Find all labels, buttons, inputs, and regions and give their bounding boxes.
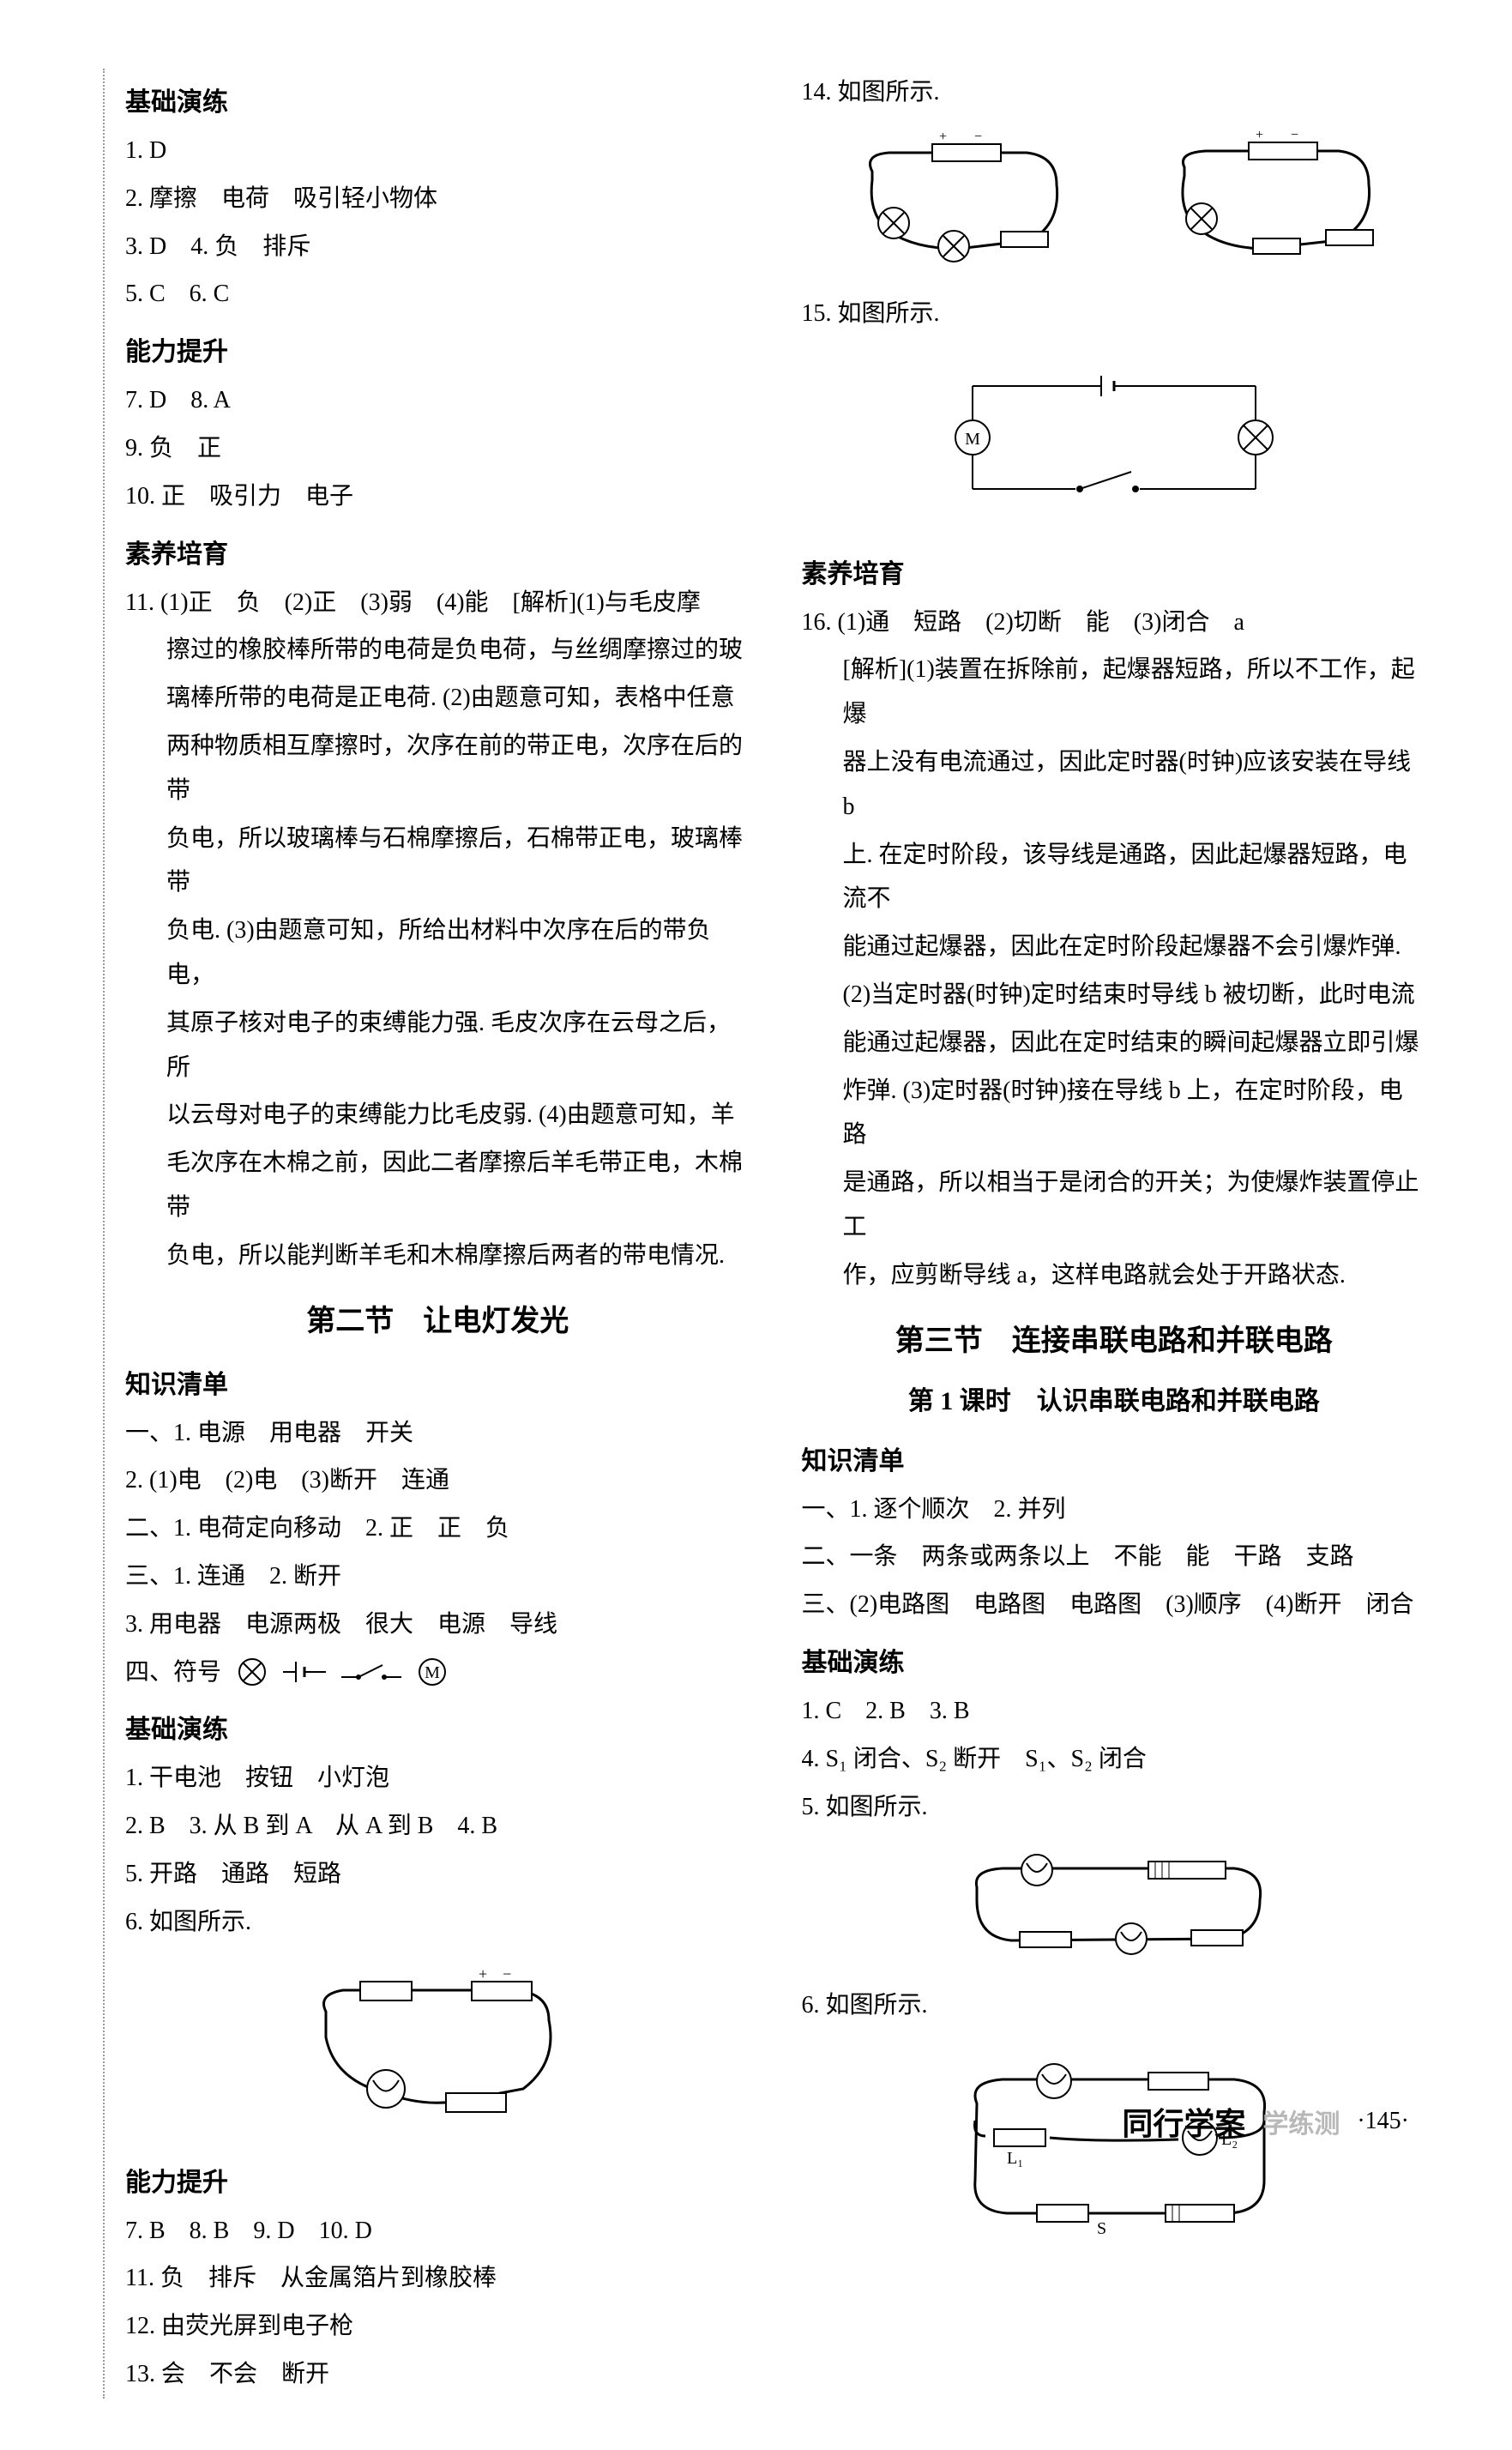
switch-symbol-icon bbox=[341, 1656, 401, 1687]
explain-line: 擦过的橡胶棒所带的电荷是负电荷，与丝绸摩擦过的玻 bbox=[125, 628, 750, 673]
answer-line: 6. 如图所示. bbox=[125, 1900, 750, 1945]
answer-line: 7. D 8. A bbox=[125, 378, 750, 423]
right-column: 14. 如图所示. + − + − bbox=[802, 69, 1427, 2399]
explain-line: 以云母对电子的束缚能力比毛皮弱. (4)由题意可知，羊 bbox=[125, 1093, 750, 1138]
explain-line: (2)当定时器(时钟)定时结束时导线 b 被切断，此时电流 bbox=[802, 973, 1427, 1017]
explain-line: 上. 在定时阶段，该导线是通路，因此起爆器短路，电流不 bbox=[802, 833, 1427, 922]
section-title: 第二节 让电灯发光 bbox=[125, 1297, 750, 1339]
section-header: 基础演练 bbox=[802, 1641, 1427, 1679]
answer-line: 3. D 4. 负 排斥 bbox=[125, 225, 750, 269]
answer-line: 1. C 2. B 3. B bbox=[802, 1689, 1427, 1734]
section-header: 基础演练 bbox=[125, 81, 750, 118]
answer-line: 16. (1)通 短路 (2)切断 能 (3)闭合 a bbox=[802, 600, 1427, 645]
explain-line: 能通过起爆器，因此在定时阶段起爆器不会引爆炸弹. bbox=[802, 925, 1427, 969]
answer-line: 1. D bbox=[125, 129, 750, 173]
footer-page-number: ·145· bbox=[1357, 2108, 1409, 2135]
answer-line: 12. 由荧光屏到电子枪 bbox=[125, 2304, 750, 2349]
answer-line: 6. 如图所示. bbox=[802, 1983, 1427, 2028]
symbol-prefix: 四、符号 bbox=[125, 1650, 221, 1695]
answer-line: 5. 如图所示. bbox=[802, 1785, 1427, 1830]
footer-brand: 同行学案 bbox=[1122, 2099, 1245, 2144]
page-footer: 同行学案 学练测 ·145· bbox=[1122, 2099, 1409, 2144]
answer-line: 4. S₁ 闭合、S₂ 断开 S₁、S₂ 闭合 bbox=[802, 1737, 1427, 1782]
svg-text:+ −: + − bbox=[939, 130, 982, 144]
explain-line: 是通路，所以相当于是闭合的开关；为使爆炸装置停止工 bbox=[802, 1161, 1427, 1250]
answer-line: 15. 如图所示. bbox=[802, 292, 1427, 336]
motor-symbol-icon: M bbox=[417, 1656, 448, 1687]
section-header: 能力提升 bbox=[125, 330, 750, 368]
circuit-schematic-icon: M bbox=[930, 352, 1298, 523]
answer-line: 11. 负 排斥 从金属箔片到橡胶棒 bbox=[125, 2256, 750, 2301]
explain-line: 其原子核对电子的束缚能力强. 毛皮次序在云母之后，所 bbox=[125, 1001, 750, 1090]
left-column: 基础演练 1. D 2. 摩擦 电荷 吸引轻小物体 3. D 4. 负 排斥 5… bbox=[103, 69, 750, 2399]
explain-line: 炸弹. (3)定时器(时钟)接在导线 b 上，在定时阶段，电路 bbox=[802, 1069, 1427, 1158]
circuit-figure bbox=[802, 1844, 1427, 1964]
battery-symbol-icon bbox=[283, 1656, 326, 1687]
answer-line: 1. 干电池 按钮 小灯泡 bbox=[125, 1756, 750, 1801]
svg-text:L₁: L₁ bbox=[1007, 2149, 1023, 2168]
svg-text:+ −: + − bbox=[479, 1965, 511, 1982]
footer-sub: 学练测 bbox=[1262, 2103, 1340, 2140]
section-subtitle: 第 1 课时 认识串联电路和并联电路 bbox=[802, 1379, 1427, 1417]
answer-line: 5. C 6. C bbox=[125, 272, 750, 317]
explain-line: [解析](1)装置在拆除前，起爆器短路，所以不工作，起爆 bbox=[802, 648, 1427, 737]
answer-line: 13. 会 不会 断开 bbox=[125, 2352, 750, 2397]
answer-line: 3. 用电器 电源两极 很大 电源 导线 bbox=[125, 1602, 750, 1647]
answer-line: 一、1. 电源 用电器 开关 bbox=[125, 1411, 750, 1456]
answer-line: 11. (1)正 负 (2)正 (3)弱 (4)能 [解析](1)与毛皮摩 bbox=[125, 581, 750, 625]
circuit-figure: + − bbox=[125, 1960, 750, 2132]
section-header: 知识清单 bbox=[125, 1363, 750, 1401]
lamp-symbol-icon bbox=[237, 1656, 268, 1687]
explain-line: 负电，所以玻璃棒与石棉摩擦后，石棉带正电，玻璃棒带 bbox=[125, 817, 750, 906]
circuit-diagram-icon: + − bbox=[829, 129, 1087, 275]
answer-line: 二、一条 两条或两条以上 不能 能 干路 支路 bbox=[802, 1535, 1427, 1579]
circuit-figure: M bbox=[802, 352, 1427, 523]
answer-line: 三、1. 连通 2. 断开 bbox=[125, 1554, 750, 1599]
section-header: 素养培育 bbox=[802, 552, 1427, 590]
section-header: 能力提升 bbox=[125, 2161, 750, 2199]
answer-line: 2. (1)电 (2)电 (3)断开 连通 bbox=[125, 1458, 750, 1503]
page-container: 基础演练 1. D 2. 摩擦 电荷 吸引轻小物体 3. D 4. 负 排斥 5… bbox=[0, 0, 1512, 2450]
answer-line: 10. 正 吸引力 电子 bbox=[125, 474, 750, 519]
explain-line: 两种物质相互摩擦时，次序在前的带正电，次序在后的带 bbox=[125, 724, 750, 813]
answer-line: 2. B 3. 从 B 到 A 从 A 到 B 4. B bbox=[125, 1804, 750, 1849]
answer-line: 三、(2)电路图 电路图 电路图 (3)顺序 (4)断开 闭合 bbox=[802, 1583, 1427, 1627]
explain-line: 璃棒所带的电荷是正电荷. (2)由题意可知，表格中任意 bbox=[125, 676, 750, 721]
svg-text:M: M bbox=[965, 430, 980, 449]
explain-line: 负电，所以能判断羊毛和木棉摩擦后两者的带电情况. bbox=[125, 1234, 750, 1278]
svg-text:S: S bbox=[1097, 2219, 1106, 2238]
svg-text:+ −: + − bbox=[1256, 129, 1298, 142]
circuit-diagram-icon: + − bbox=[1142, 129, 1399, 275]
section-header: 素养培育 bbox=[125, 533, 750, 570]
symbol-row: 四、符号 M bbox=[125, 1650, 750, 1695]
answer-line: 14. 如图所示. bbox=[802, 70, 1427, 115]
answer-line: 一、1. 逐个顺次 2. 并列 bbox=[802, 1488, 1427, 1532]
explain-line: 作，应剪断导线 a，这样电路就会处于开路状态. bbox=[802, 1253, 1427, 1298]
circuit-figure-pair: + − + − bbox=[802, 129, 1427, 275]
circuit-diagram-icon: + − bbox=[274, 1960, 600, 2132]
explain-line: 能通过起爆器，因此在定时结束的瞬间起爆器立即引爆 bbox=[802, 1021, 1427, 1065]
answer-line: 5. 开路 通路 短路 bbox=[125, 1852, 750, 1897]
answer-line: 2. 摩擦 电荷 吸引轻小物体 bbox=[125, 177, 750, 221]
answer-line: 7. B 8. B 9. D 10. D bbox=[125, 2209, 750, 2254]
svg-text:M: M bbox=[425, 1663, 440, 1682]
section-header: 知识清单 bbox=[802, 1439, 1427, 1477]
explain-line: 负电. (3)由题意可知，所给出材料中次序在后的带负电， bbox=[125, 908, 750, 998]
explain-line: 器上没有电流通过，因此定时器(时钟)应该安装在导线 b bbox=[802, 740, 1427, 830]
explain-line: 毛次序在木棉之前，因此二者摩擦后羊毛带正电，木棉带 bbox=[125, 1141, 750, 1230]
circuit-diagram-icon bbox=[934, 1844, 1294, 1964]
section-title: 第三节 连接串联电路和并联电路 bbox=[802, 1317, 1427, 1359]
section-header: 基础演练 bbox=[125, 1708, 750, 1746]
answer-line: 9. 负 正 bbox=[125, 426, 750, 471]
answer-line: 二、1. 电荷定向移动 2. 正 正 负 bbox=[125, 1506, 750, 1551]
